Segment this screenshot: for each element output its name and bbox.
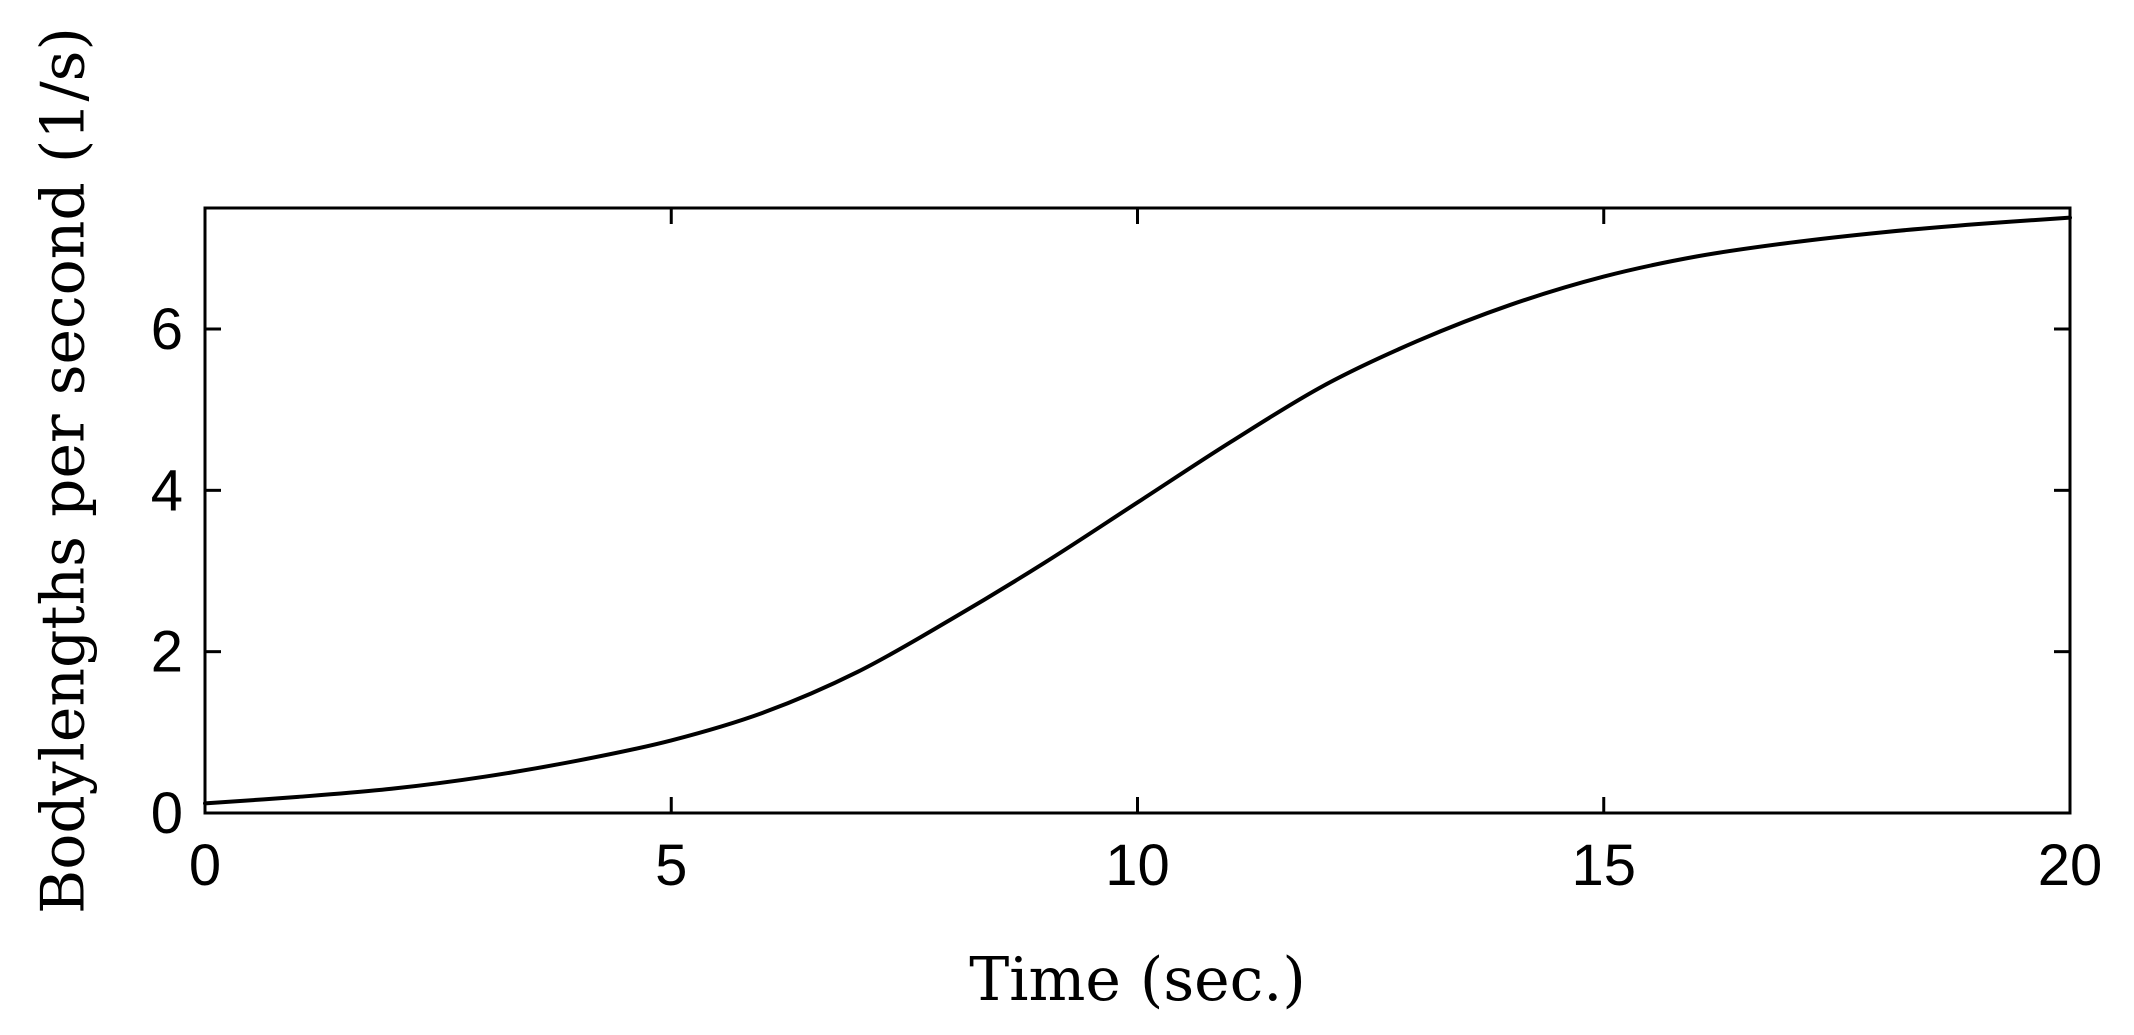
x-axis-label: Time (sec.) (969, 945, 1305, 1015)
y-tick-label: 2 (151, 620, 183, 685)
tick-labels: 0 5 10 15 20 0 2 4 6 (151, 297, 2103, 898)
plot-frame (203, 206, 2072, 815)
axis-ticks (203, 208, 2072, 815)
plot-area (203, 206, 2072, 815)
y-tick-label: 0 (151, 781, 183, 846)
y-tick-label: 4 (151, 458, 183, 523)
x-tick-label: 5 (655, 833, 687, 898)
x-tick-label: 15 (1571, 833, 1636, 898)
series-line (203, 215, 2072, 806)
y-tick-label: 6 (151, 297, 183, 362)
x-tick-label: 20 (2038, 833, 2103, 898)
x-tick-label: 0 (189, 833, 221, 898)
x-tick-label: 10 (1105, 833, 1170, 898)
y-axis-label: Bodylengths per second (1/s) (29, 27, 99, 914)
